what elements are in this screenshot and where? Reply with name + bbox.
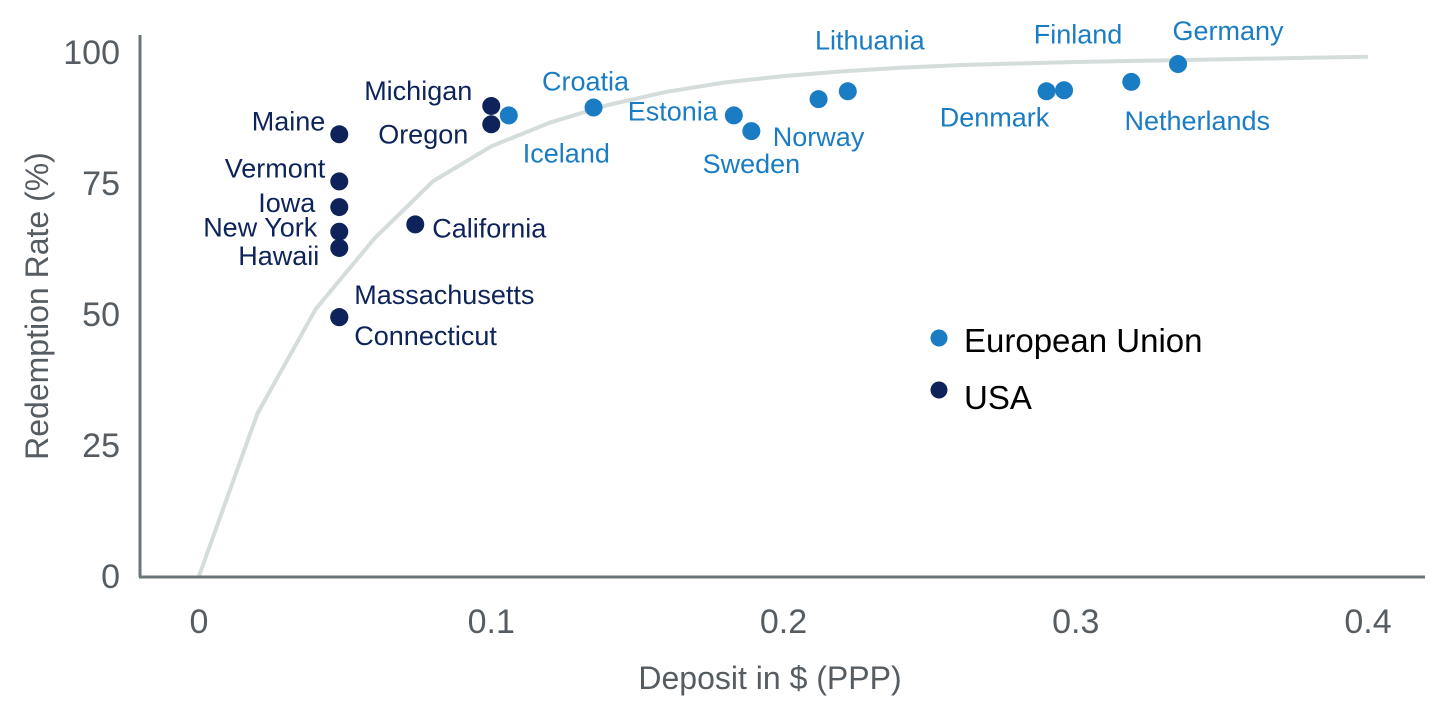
legend-usa-marker	[930, 381, 948, 399]
legend-eu-marker	[930, 329, 948, 347]
point-oregon	[482, 115, 501, 134]
x-axis-title: Deposit in $ (PPP)	[638, 660, 901, 696]
point-new-york	[330, 222, 349, 241]
point-michigan	[482, 96, 501, 115]
point-maine	[330, 125, 349, 144]
point-norway	[809, 90, 828, 109]
label-vermont: Vermont	[225, 153, 326, 183]
label-new-york: New York	[203, 213, 318, 243]
label-denmark: Denmark	[940, 102, 1050, 132]
label-iceland: Iceland	[523, 138, 610, 168]
point-germany	[1169, 55, 1188, 74]
label-connecticut: Connecticut	[354, 321, 497, 351]
x-tick-label: 0.2	[760, 603, 807, 641]
x-tick-label: 0.1	[468, 603, 515, 641]
label-oregon: Oregon	[378, 119, 468, 149]
label-california: California	[432, 213, 547, 243]
point-vermont	[330, 172, 349, 191]
legend-eu-label: European Union	[964, 322, 1203, 359]
x-tick-label: 0.3	[1052, 603, 1099, 641]
label-hawaii: Hawaii	[238, 241, 319, 271]
y-axis-title: Redemption Rate (%)	[19, 152, 55, 460]
label-sweden: Sweden	[703, 149, 801, 179]
point-netherlands	[1122, 72, 1141, 91]
label-croatia: Croatia	[542, 67, 630, 97]
label-michigan: Michigan	[364, 76, 472, 106]
y-tick-label: 25	[82, 427, 120, 465]
y-tick-label: 100	[63, 34, 120, 72]
label-massachusetts: Massachusetts	[354, 280, 534, 310]
legend: European Union USA	[930, 322, 1203, 416]
label-netherlands: Netherlands	[1124, 106, 1270, 136]
y-tick-label: 75	[82, 165, 120, 203]
legend-usa-label: USA	[964, 379, 1032, 416]
point-denmark	[1037, 82, 1056, 101]
point-iowa	[330, 198, 349, 217]
y-tick-label: 0	[101, 558, 120, 596]
point-lithuania	[838, 82, 857, 101]
point-california	[406, 215, 425, 234]
y-tick-label: 50	[82, 296, 120, 334]
point-connecticut	[330, 308, 349, 327]
axes	[138, 35, 1425, 579]
tick-labels: 0 0.1 0.2 0.3 0.4 0 25 50 75 100	[63, 34, 1391, 641]
label-germany: Germany	[1173, 16, 1285, 46]
label-iowa: Iowa	[258, 188, 316, 218]
label-norway: Norway	[773, 122, 865, 152]
point-estonia	[724, 106, 743, 125]
label-maine: Maine	[252, 106, 326, 136]
label-lithuania: Lithuania	[815, 25, 926, 55]
point-iceland	[499, 106, 518, 125]
label-finland: Finland	[1034, 19, 1123, 49]
point-sweden	[742, 122, 761, 141]
point-finland	[1055, 81, 1074, 100]
point-croatia	[584, 98, 603, 117]
x-tick-label: 0	[190, 603, 209, 641]
point-hawaii	[330, 238, 349, 257]
data-points	[330, 55, 1188, 327]
x-tick-label: 0.4	[1344, 603, 1391, 641]
label-estonia: Estonia	[628, 96, 719, 126]
